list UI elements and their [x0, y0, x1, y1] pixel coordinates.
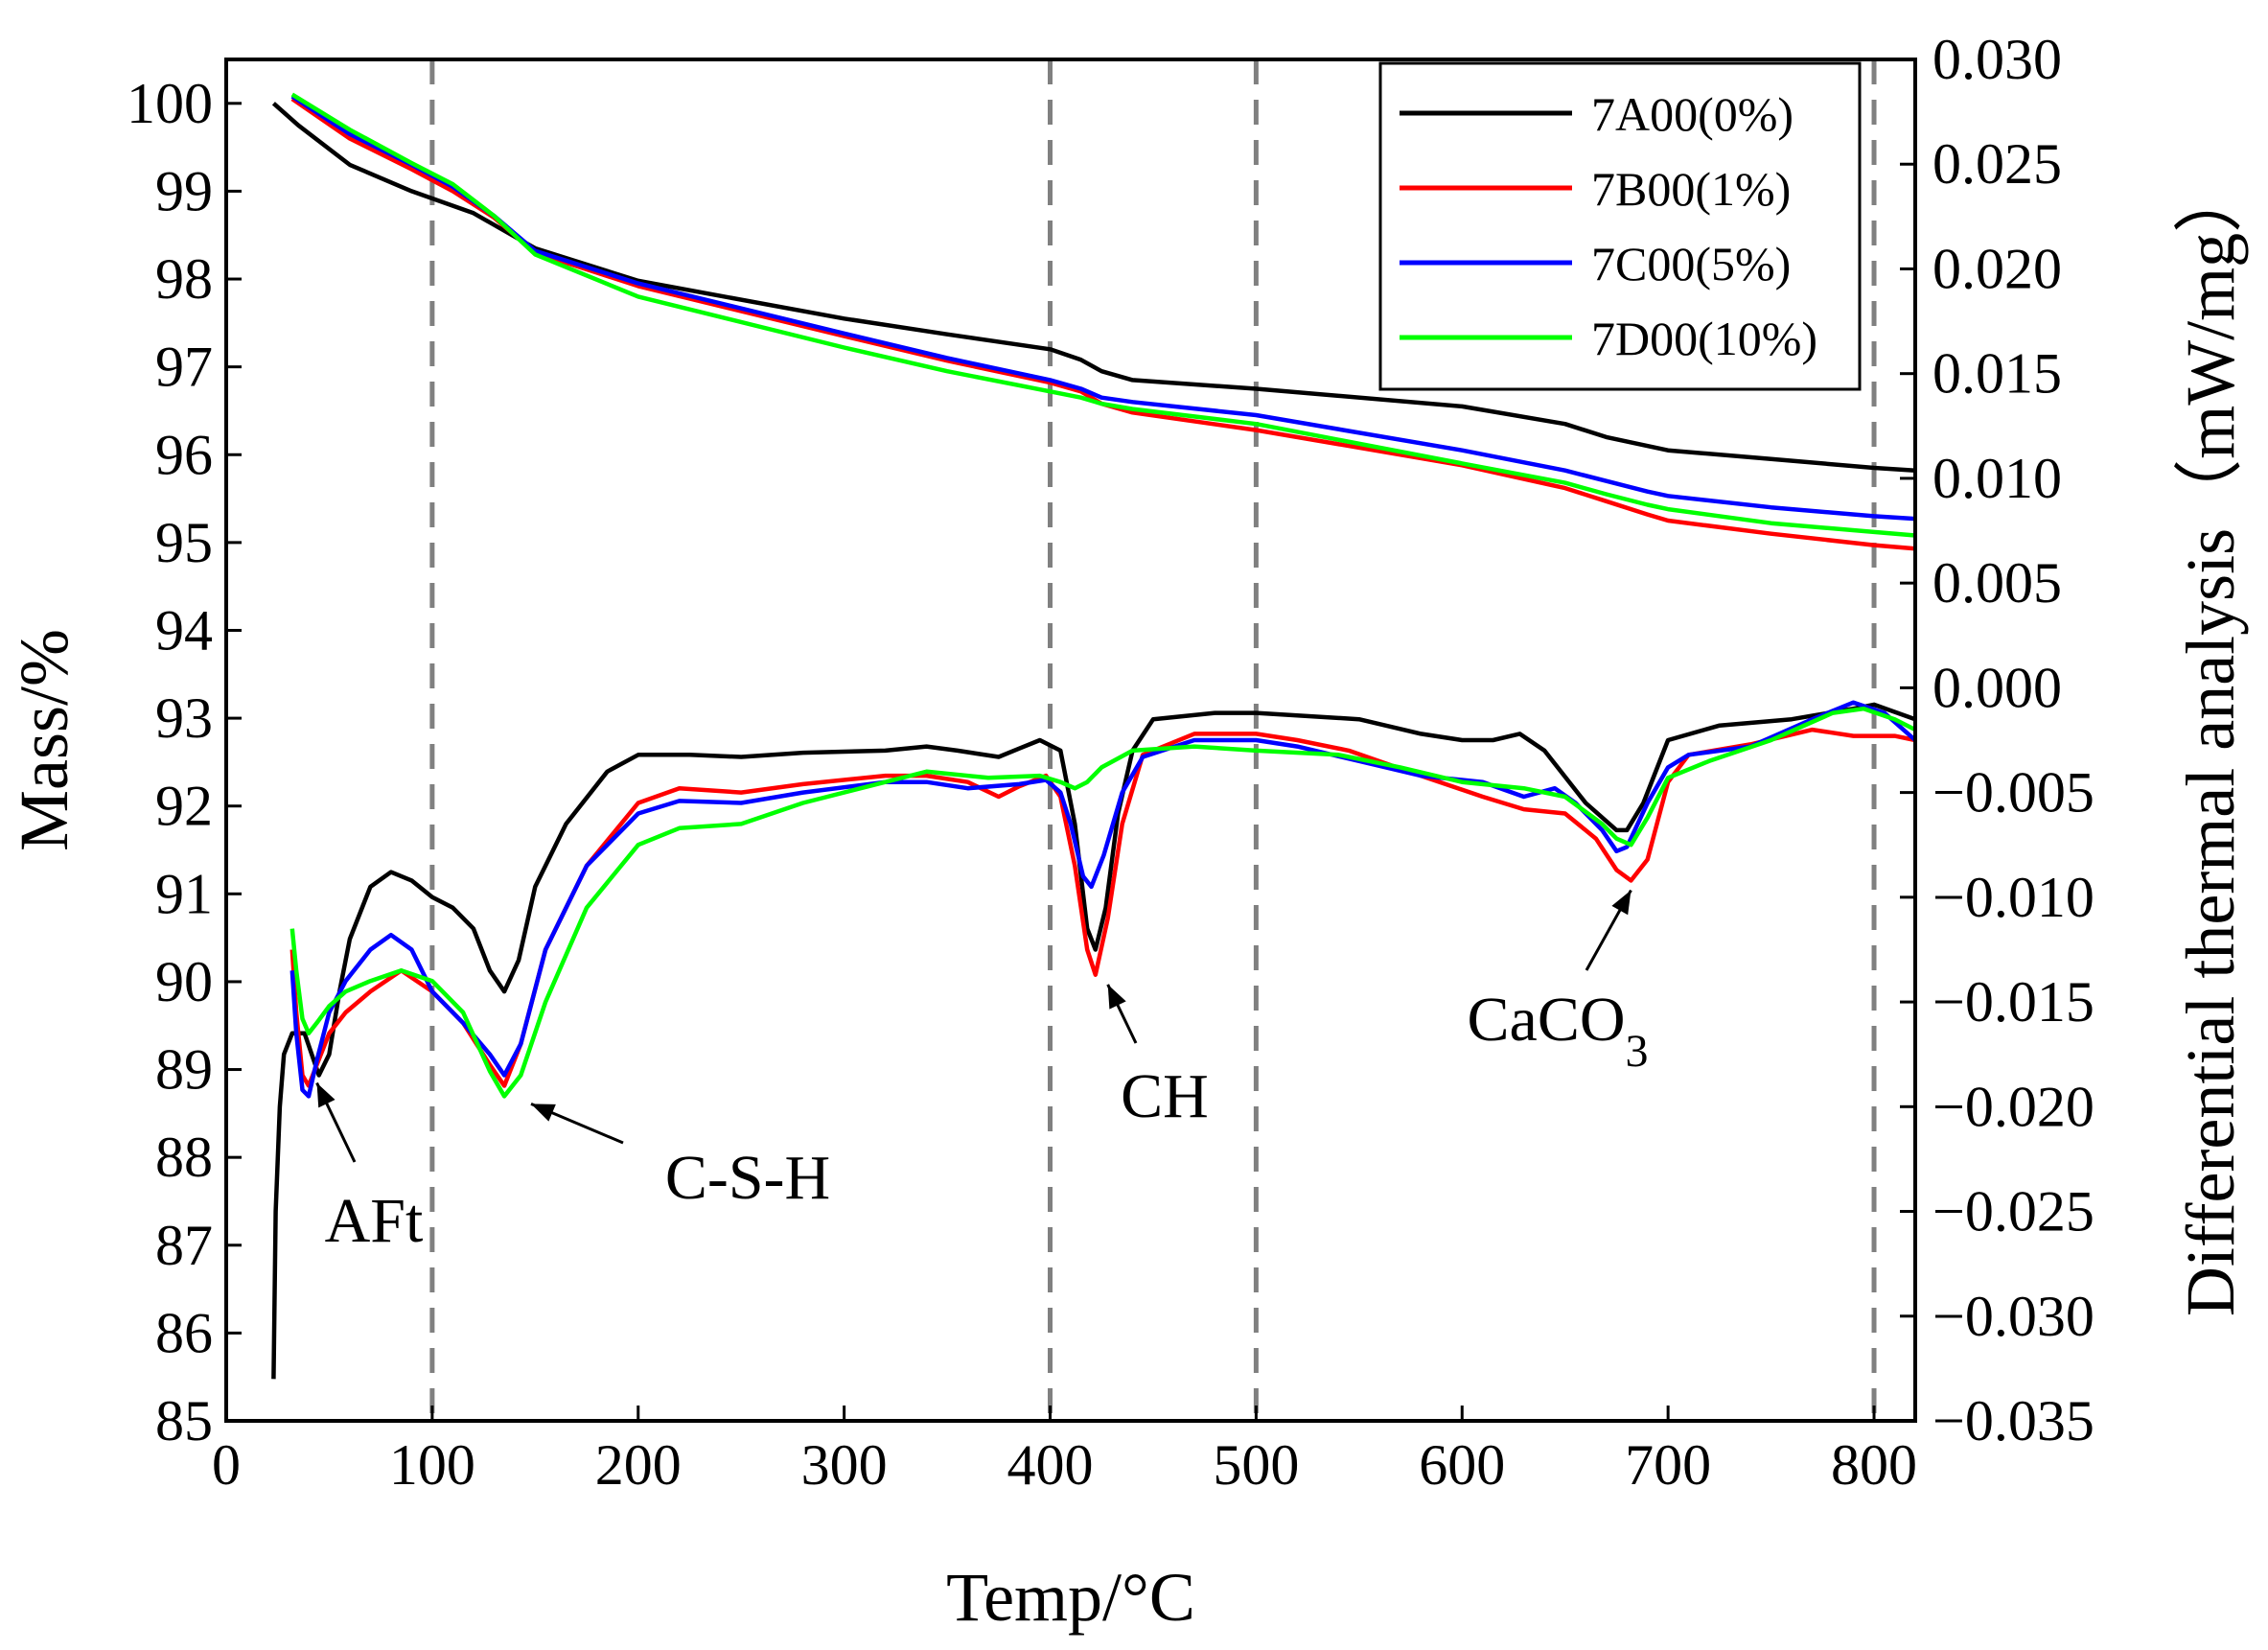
legend-label-3: 7D00(10%)	[1591, 312, 1817, 365]
y-right-tick-label: 0.000	[1932, 656, 2062, 719]
y-right-tick-label: −0.025	[1932, 1180, 2094, 1243]
y-left-tick-label: 98	[155, 247, 213, 311]
y-left-tick-label: 95	[155, 511, 213, 574]
x-tick-label: 500	[1213, 1433, 1299, 1497]
dta-curve-3	[289, 706, 1917, 1099]
legend-label-1: 7B00(1%)	[1591, 162, 1791, 216]
legend-box	[1378, 61, 1862, 391]
annotation-arrow-2	[1106, 984, 1138, 1044]
legend: 7A00(0%) 7B00(1%) 7C00(5%) 7D00(10%)	[1378, 61, 1862, 391]
x-tick-label: 800	[1831, 1433, 1917, 1497]
y-left-tick-label: 86	[155, 1301, 213, 1364]
y-axis-right-title: Differential thermal analysis（mW/mg）	[2172, 164, 2249, 1316]
annotation-arrow-1	[530, 1103, 624, 1145]
y-left-tick-label: 85	[155, 1389, 213, 1452]
annotation-arrow-3	[1585, 889, 1632, 971]
annotation-label-3: CaCO3	[1468, 985, 1649, 1077]
annotation-subscript: 3	[1626, 1026, 1649, 1077]
reference-lines	[429, 59, 1877, 1421]
y-left-tick-label: 99	[155, 159, 213, 222]
y-left-tick-label: 94	[155, 598, 213, 662]
y-left-tick-label: 91	[155, 862, 213, 925]
x-tick-label: 600	[1419, 1433, 1505, 1497]
annotations: AFt C-S-H CH CaCO3	[315, 889, 1649, 1256]
y-right-tick-label: 0.020	[1932, 237, 2062, 300]
x-tick-label: 200	[595, 1433, 682, 1497]
mass-curve-3	[290, 92, 1916, 538]
x-tick-label: 400	[1007, 1433, 1094, 1497]
y-left-tick-label: 100	[127, 72, 213, 135]
dta-curve-0	[271, 702, 1916, 1380]
x-tick-label: 100	[389, 1433, 475, 1497]
x-tick-label: 0	[212, 1433, 241, 1497]
plot-frame	[224, 58, 1917, 1423]
y-right-tick-label: −0.010	[1932, 866, 2094, 929]
legend-label-0: 7A00(0%)	[1591, 87, 1794, 141]
y-right-tick-label: −0.030	[1932, 1285, 2094, 1348]
x-tick-label: 300	[801, 1433, 888, 1497]
y-left-tick-label: 90	[155, 950, 213, 1013]
y-left-tick-label: 88	[155, 1126, 213, 1189]
y-left-tick-label: 92	[155, 775, 213, 838]
x-axis-title: Temp/°C	[946, 1559, 1195, 1636]
y-right-tick-label: 0.005	[1932, 551, 2062, 615]
plot-series	[271, 92, 1917, 1380]
y-left-tick-label: 96	[155, 423, 213, 486]
y-left-tick-label: 93	[155, 686, 213, 750]
mass-curve-1	[290, 97, 1916, 551]
y-right-tick-label: −0.020	[1932, 1075, 2094, 1138]
annotation-label-2: CH	[1121, 1061, 1209, 1131]
y-axis-left-title: Mass/%	[6, 629, 82, 851]
y-left-tick-label: 97	[155, 336, 213, 399]
y-right-tick-label: −0.005	[1932, 761, 2094, 825]
y-right-tick-label: −0.015	[1932, 970, 2094, 1034]
dta-curve-2	[289, 700, 1917, 1099]
axes: 0 100 200 300 400 500 600 700 800 85 86 87 88 89 90 91 9…	[127, 28, 2094, 1497]
y-right-tick-label: 0.015	[1932, 342, 2062, 406]
y-right-tick-label: 0.010	[1932, 447, 2062, 510]
annotation-label-0: AFt	[325, 1186, 424, 1256]
annotation-label-1: C-S-H	[665, 1143, 830, 1213]
y-right-tick-label: 0.030	[1932, 28, 2062, 91]
mass-curve-0	[271, 102, 1916, 473]
y-right-tick-label: −0.035	[1932, 1389, 2094, 1452]
annotation-arrow-0	[315, 1081, 357, 1163]
y-left-tick-label: 89	[155, 1038, 213, 1102]
y-left-tick-label: 87	[155, 1214, 213, 1277]
legend-label-2: 7C00(5%)	[1591, 237, 1791, 290]
y-right-tick-label: 0.025	[1932, 132, 2062, 196]
x-tick-label: 700	[1625, 1433, 1711, 1497]
